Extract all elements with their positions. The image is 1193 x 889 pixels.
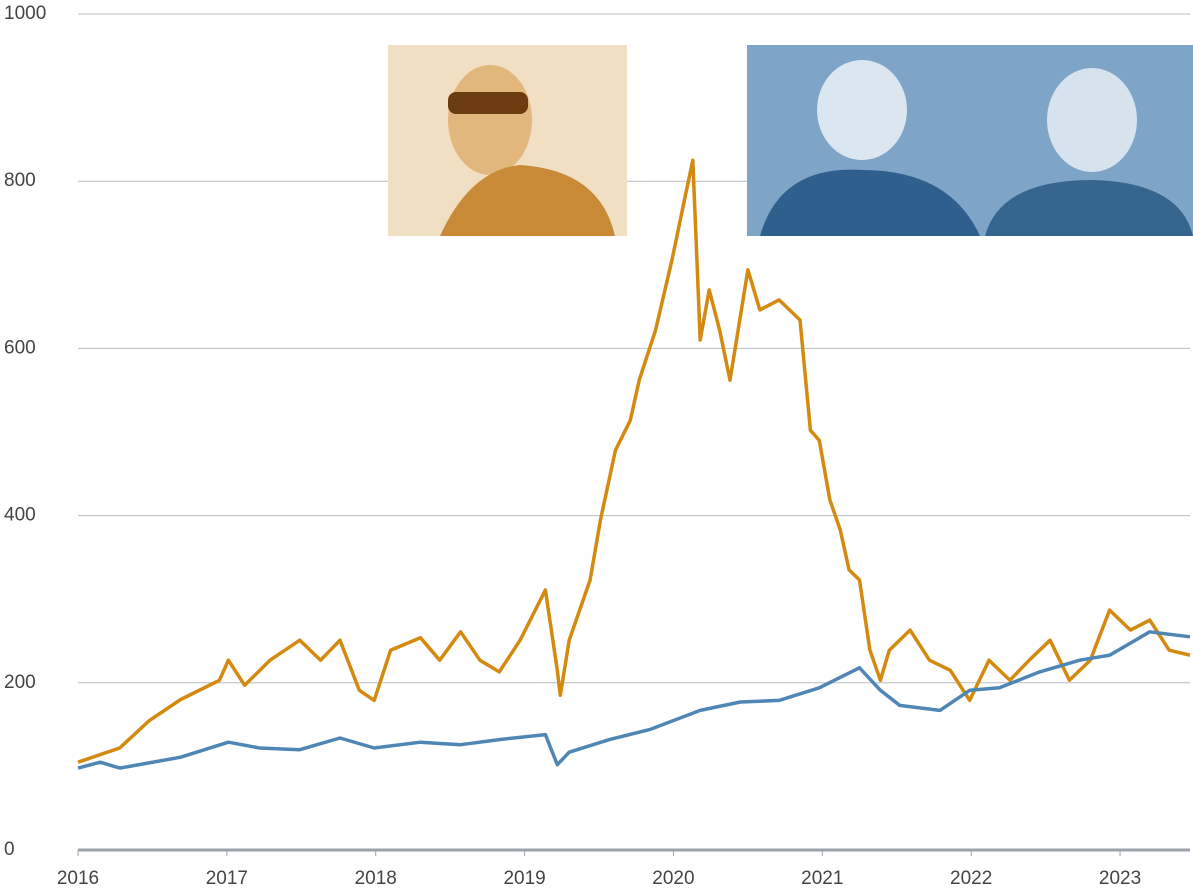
x-tick-label: 2017 bbox=[206, 868, 248, 889]
y-tick-label: 600 bbox=[4, 337, 36, 358]
x-tick-label: 2016 bbox=[57, 868, 99, 889]
x-tick-label: 2018 bbox=[355, 868, 397, 889]
y-tick-label: 800 bbox=[4, 170, 36, 191]
photo-left bbox=[388, 45, 627, 236]
photo-figure bbox=[1047, 68, 1137, 172]
photo-figure bbox=[817, 60, 907, 160]
x-tick-label: 2023 bbox=[1099, 868, 1141, 889]
y-tick-label: 400 bbox=[4, 505, 36, 526]
data-line bbox=[78, 632, 1190, 768]
x-tick-label: 2021 bbox=[801, 868, 843, 889]
photo-figure bbox=[448, 92, 528, 114]
x-tick-label: 2019 bbox=[503, 868, 545, 889]
photo-right bbox=[747, 45, 1193, 236]
chart: 0 200 400 600 800 1000 2016 2017 2018 2019 2020 20… bbox=[0, 0, 1193, 889]
x-tick-label: 2020 bbox=[652, 868, 694, 889]
y-tick-label: 1000 bbox=[4, 3, 46, 24]
y-tick-label: 0 bbox=[4, 839, 15, 860]
photo-figure bbox=[448, 65, 532, 175]
data-line bbox=[78, 160, 1190, 762]
y-tick-label: 200 bbox=[4, 672, 36, 693]
x-tick-label: 2022 bbox=[950, 868, 992, 889]
